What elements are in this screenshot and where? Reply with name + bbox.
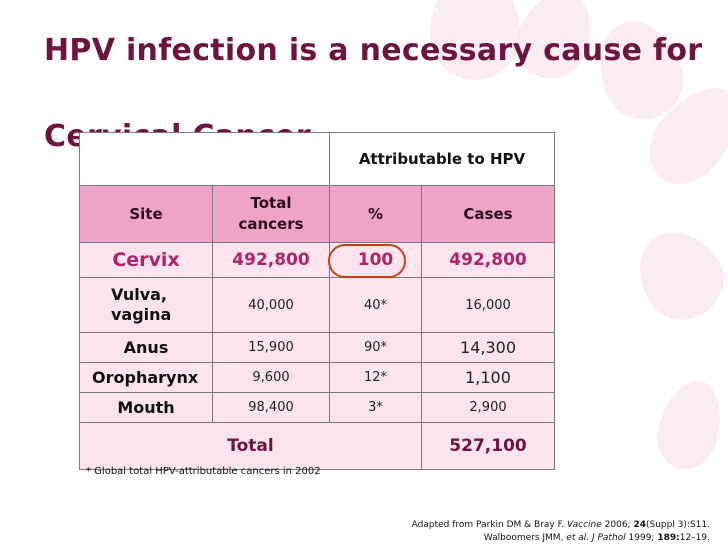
- petal-decoration: [430, 0, 520, 80]
- table-header-row: Attributable to HPV: [79, 132, 555, 186]
- table-row: Anus 15,900 90* 14,300: [79, 332, 555, 363]
- table-row: Mouth 98,400 3* 2,900: [79, 392, 555, 423]
- cell-percent: 90*: [328, 332, 423, 363]
- cell-percent: 40*: [328, 277, 423, 333]
- cell-percent: 3*: [328, 392, 423, 423]
- cell-total: 40,000: [212, 277, 330, 333]
- cell-site: Anus: [79, 332, 213, 363]
- total-cases: 527,100: [421, 422, 555, 470]
- footnote: * Global total HPV-attributable cancers …: [86, 466, 321, 477]
- table-row: Oropharynx 9,600 12* 1,100: [79, 362, 555, 393]
- cell-site: Mouth: [79, 392, 213, 423]
- table-row: Vulva, vagina 40,000 40* 16,000: [79, 277, 555, 333]
- col-header-total: Total cancers: [212, 185, 330, 243]
- cell-cases: 492,800: [421, 242, 555, 278]
- citation-volume: 189:: [657, 533, 680, 543]
- cell-site: Vulva, vagina: [79, 277, 213, 333]
- table-column-headers: Site Total cancers % Cases: [79, 185, 555, 243]
- citation-line-2: Walboomers JMM, et al. J Pathol 1999; 18…: [412, 532, 710, 545]
- total-label: Total: [78, 422, 423, 470]
- citation-volume: 24: [633, 520, 646, 530]
- col-header-total-label: Total cancers: [238, 194, 304, 233]
- citation-journal: et al. J Pathol: [566, 533, 626, 543]
- header-empty-cell: [79, 132, 330, 186]
- citation-journal: Vaccine: [567, 520, 602, 530]
- cell-total: 15,900: [212, 332, 330, 363]
- highlight-circle: [328, 244, 406, 278]
- cell-total: 9,600: [212, 362, 330, 393]
- cell-site-label: Oropharynx: [92, 367, 199, 387]
- petal-decoration: [649, 373, 728, 477]
- citation-line-1: Adapted from Parkin DM & Bray F. Vaccine…: [412, 519, 710, 532]
- citation-text: Adapted from Parkin DM & Bray F.: [411, 520, 568, 530]
- cell-cases: 2,900: [421, 392, 555, 423]
- col-header-cases: Cases: [421, 185, 555, 243]
- citation-text: 12–19.: [679, 533, 710, 543]
- cell-site: Cervix: [79, 242, 213, 278]
- table-row: Cervix 492,800 100 492,800: [79, 242, 555, 278]
- cell-cases: 1,100: [421, 362, 555, 393]
- petal-decoration: [621, 215, 728, 335]
- citation: Adapted from Parkin DM & Bray F. Vaccine…: [412, 519, 710, 545]
- cell-total: 98,400: [212, 392, 330, 423]
- cell-cases: 14,300: [421, 332, 555, 363]
- citation-text: (Suppl 3):S11.: [645, 520, 710, 530]
- cell-cases: 16,000: [421, 277, 555, 333]
- table-total-row: Total 527,100: [78, 422, 555, 470]
- citation-text: 2006;: [601, 520, 634, 530]
- col-header-site: Site: [79, 185, 213, 243]
- cell-total: 492,800: [212, 242, 330, 278]
- cell-site-label: Vulva, vagina: [111, 285, 172, 324]
- citation-text: 1999;: [625, 533, 658, 543]
- cell-percent: 12*: [328, 362, 423, 393]
- col-header-percent: %: [328, 185, 423, 243]
- citation-text: Walboomers JMM,: [483, 533, 567, 543]
- cell-site: Oropharynx: [79, 362, 213, 393]
- hpv-table: Attributable to HPV Site Total cancers %…: [78, 132, 555, 470]
- header-attributable: Attributable to HPV: [329, 132, 555, 186]
